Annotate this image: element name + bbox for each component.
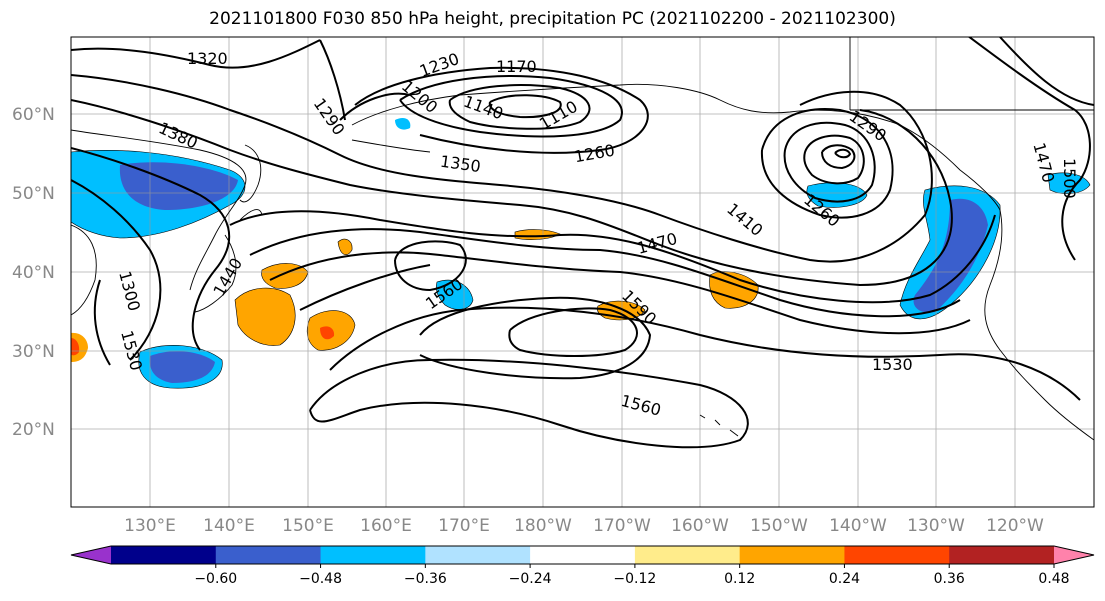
lon-label: 170°W <box>593 516 651 536</box>
lon-label: 120°W <box>986 516 1044 536</box>
colorbar-label: −0.24 <box>509 571 552 587</box>
contour-label: 1320 <box>187 49 228 68</box>
height-contour <box>419 296 652 380</box>
colorbar-label: 0.24 <box>829 571 860 587</box>
height-contour <box>71 99 953 287</box>
height-contour <box>269 251 971 335</box>
height-contour <box>783 121 876 203</box>
lon-label: 140°W <box>829 516 887 536</box>
colorbar-segment <box>739 546 845 564</box>
colorbar-label: 0.48 <box>1038 571 1069 587</box>
height-contour <box>394 240 467 292</box>
height-contour <box>821 144 856 170</box>
height-contour <box>999 37 1094 106</box>
colorbar-segment <box>215 546 322 564</box>
height-contour <box>319 39 346 121</box>
lon-label: 130°W <box>907 516 965 536</box>
height-contour <box>329 306 1081 401</box>
colorbar-segment <box>844 546 950 564</box>
height-contour <box>508 307 638 357</box>
lon-label: 180°W <box>514 516 572 536</box>
precip-shading <box>71 117 1091 389</box>
height-contour <box>448 84 591 130</box>
coastline-asia <box>71 224 97 316</box>
colorbar-outline <box>70 545 1095 565</box>
colorbar: −0.60 −0.48 −0.36 −0.24 −0.12 0.12 0.24 0.36 0.4… <box>70 545 1095 587</box>
coastline-kamchatka <box>239 144 262 203</box>
height-contour <box>71 39 321 69</box>
coastline-hawaii <box>699 414 739 437</box>
height-contour <box>760 108 894 219</box>
coastline-aleutians <box>351 139 431 153</box>
colorbar-label: 0.36 <box>934 571 965 587</box>
height-contour <box>71 179 162 361</box>
contour-label: 1500 <box>1060 158 1079 199</box>
lat-label: 20°N <box>12 420 55 440</box>
coastline-asia <box>71 129 247 291</box>
height-contour <box>803 134 865 185</box>
lon-label: 160°E <box>360 516 412 536</box>
height-contour <box>339 92 411 121</box>
precip-positive-region <box>337 238 353 255</box>
precip-negative-region <box>913 198 988 313</box>
map-title: 2021101800 F030 850 hPa height, precipit… <box>209 9 896 29</box>
colorbar-label: −0.48 <box>299 571 342 587</box>
precip-negative-region <box>395 117 411 130</box>
coastline-japan <box>194 234 237 313</box>
coastline-japan <box>239 209 263 221</box>
lon-label: 130°E <box>124 516 176 536</box>
colorbar-label: −0.36 <box>404 571 447 587</box>
colorbar-extension-low <box>71 546 111 564</box>
latitude-labels: 60°N 50°N 40°N 30°N 20°N <box>12 105 55 440</box>
height-contour <box>399 75 623 138</box>
lon-label: 170°E <box>438 516 490 536</box>
colorbar-segment <box>530 546 636 564</box>
lat-label: 30°N <box>12 342 55 362</box>
height-contour <box>309 358 749 449</box>
lon-label: 150°E <box>282 516 334 536</box>
colorbar-segment <box>111 546 217 564</box>
precip-positive-region <box>320 326 335 340</box>
contour-label: 1170 <box>496 57 537 76</box>
height-contour <box>299 264 431 311</box>
height-contour <box>488 94 562 119</box>
height-contour <box>71 147 231 351</box>
height-contour <box>93 279 111 366</box>
height-contour <box>229 210 996 304</box>
lon-label: 150°W <box>750 516 808 536</box>
coastline-canada <box>849 37 1094 111</box>
height-contour <box>71 74 933 263</box>
height-contour <box>834 148 852 159</box>
precip-negative-region <box>119 162 238 210</box>
height-contour <box>354 66 649 154</box>
precip-negative-region <box>149 351 215 383</box>
height-contour <box>967 37 1091 261</box>
coastlines <box>71 37 1094 441</box>
colorbar-segment <box>320 546 426 564</box>
colorbar-segment <box>949 546 1055 564</box>
lat-label: 60°N <box>12 105 55 125</box>
lon-label: 160°W <box>671 516 729 536</box>
lat-label: 50°N <box>12 184 55 204</box>
colorbar-label: 0.12 <box>724 571 755 587</box>
lon-label: 140°E <box>203 516 255 536</box>
lat-label: 40°N <box>12 263 55 283</box>
coastline-na-west <box>984 209 1094 441</box>
coastline-alaska <box>351 83 1001 211</box>
precip-negative-region <box>1047 172 1091 194</box>
contour-label: 1530 <box>872 355 913 374</box>
colorbar-label: −0.60 <box>194 571 237 587</box>
height-contour <box>249 228 961 318</box>
plot-frame <box>70 36 1095 508</box>
colorbar-label: −0.12 <box>613 571 656 587</box>
colorbar-segment <box>425 546 531 564</box>
precip-positive-region <box>234 287 296 346</box>
longitude-labels: 130°E 140°E 150°E 160°E 170°E 180°W 170°… <box>124 516 1044 536</box>
colorbar-segment <box>634 546 741 564</box>
colorbar-extension-high <box>1054 546 1094 564</box>
height-contours <box>71 37 1094 449</box>
